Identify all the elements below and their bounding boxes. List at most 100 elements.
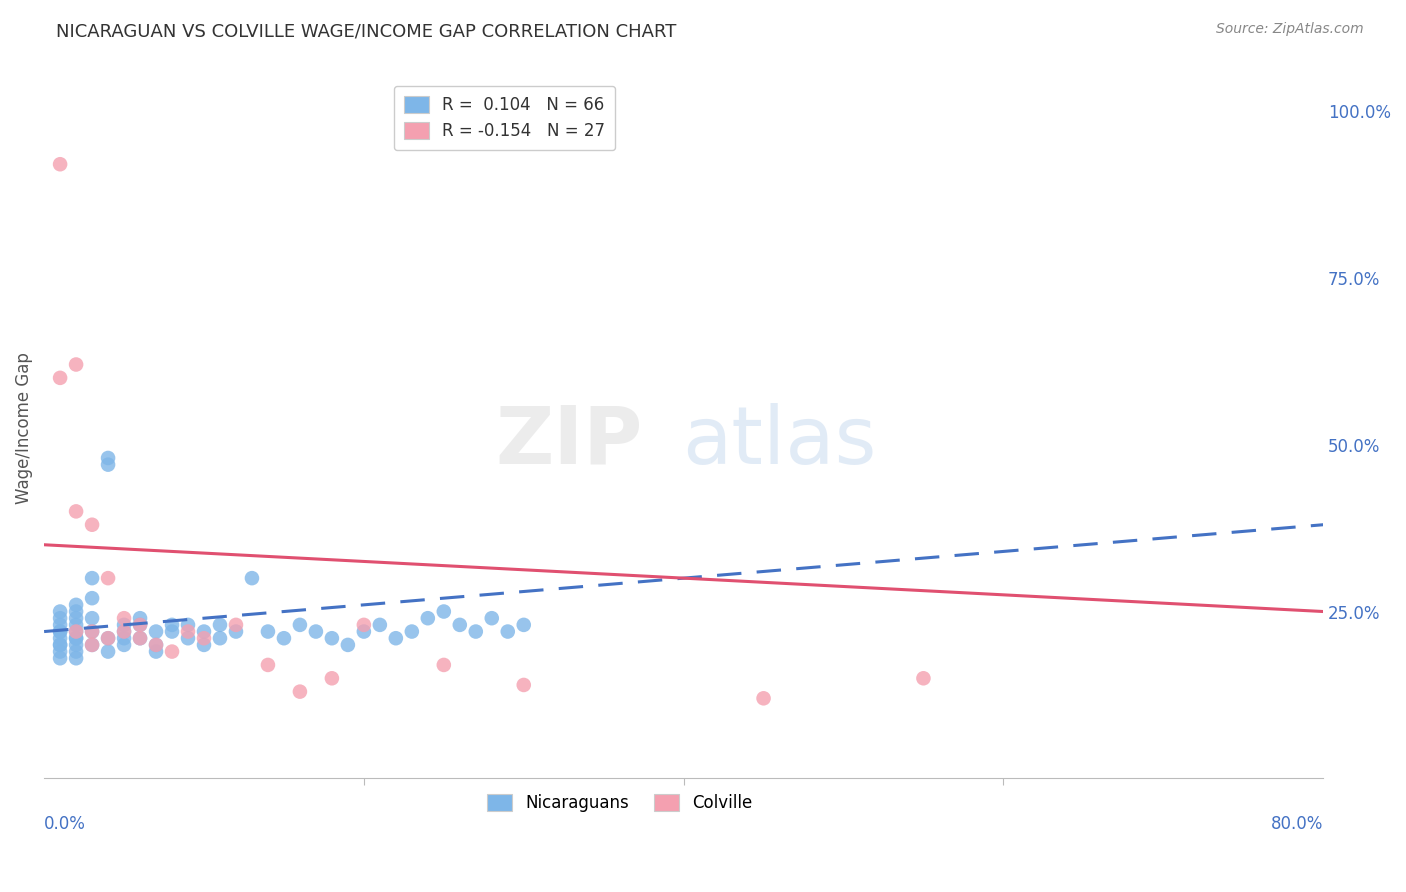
Point [65, 638, 87, 652]
Point [401, 624, 423, 639]
Point [65, 605, 87, 619]
Point [80, 638, 103, 652]
Point [433, 605, 456, 619]
Point [160, 624, 183, 639]
Point [145, 638, 167, 652]
Text: atlas: atlas [682, 403, 877, 481]
Point [49, 371, 72, 385]
Text: NICARAGUAN VS COLVILLE WAGE/INCOME GAP CORRELATION CHART: NICARAGUAN VS COLVILLE WAGE/INCOME GAP C… [56, 22, 676, 40]
Text: ZIP: ZIP [495, 403, 643, 481]
Point [752, 691, 775, 706]
Point [129, 618, 152, 632]
Point [65, 624, 87, 639]
Point [65, 358, 87, 372]
Point [49, 638, 72, 652]
Point [240, 571, 263, 585]
Point [129, 618, 152, 632]
Point [273, 632, 295, 646]
Point [49, 624, 72, 639]
Point [257, 657, 280, 672]
Point [49, 624, 72, 639]
Point [177, 624, 200, 639]
Point [97, 632, 120, 646]
Point [80, 517, 103, 532]
Point [145, 644, 167, 658]
Point [49, 611, 72, 625]
Point [97, 458, 120, 472]
Point [336, 638, 359, 652]
Point [97, 632, 120, 646]
Point [416, 611, 439, 625]
Point [177, 632, 200, 646]
Point [385, 632, 408, 646]
Point [97, 450, 120, 465]
Point [65, 504, 87, 518]
Point [49, 651, 72, 665]
Point [112, 638, 135, 652]
Point [129, 632, 152, 646]
Point [177, 618, 200, 632]
Point [80, 591, 103, 606]
Point [65, 611, 87, 625]
Point [65, 651, 87, 665]
Point [208, 618, 231, 632]
Point [193, 638, 215, 652]
Point [496, 624, 519, 639]
Point [353, 624, 375, 639]
Point [449, 618, 471, 632]
Point [65, 598, 87, 612]
Point [97, 571, 120, 585]
Legend: Nicaraguans, Colville: Nicaraguans, Colville [481, 788, 759, 819]
Point [80, 638, 103, 652]
Point [65, 624, 87, 639]
Point [912, 671, 935, 685]
Point [145, 638, 167, 652]
Point [112, 624, 135, 639]
Point [112, 624, 135, 639]
Point [225, 618, 247, 632]
Point [321, 632, 343, 646]
Point [49, 638, 72, 652]
Point [129, 632, 152, 646]
Point [112, 618, 135, 632]
Point [112, 611, 135, 625]
Point [160, 618, 183, 632]
Point [49, 618, 72, 632]
Point [353, 618, 375, 632]
Point [65, 644, 87, 658]
Y-axis label: Wage/Income Gap: Wage/Income Gap [15, 352, 32, 504]
Text: Source: ZipAtlas.com: Source: ZipAtlas.com [1216, 22, 1364, 37]
Point [288, 684, 311, 698]
Point [481, 611, 503, 625]
Point [433, 657, 456, 672]
Text: 0.0%: 0.0% [44, 815, 86, 833]
Point [513, 618, 536, 632]
Point [368, 618, 391, 632]
Point [65, 618, 87, 632]
Point [305, 624, 328, 639]
Point [321, 671, 343, 685]
Point [112, 632, 135, 646]
Point [80, 624, 103, 639]
Point [80, 571, 103, 585]
Point [49, 632, 72, 646]
Point [225, 624, 247, 639]
Point [49, 157, 72, 171]
Point [208, 632, 231, 646]
Point [513, 678, 536, 692]
Point [464, 624, 486, 639]
Point [193, 624, 215, 639]
Point [193, 632, 215, 646]
Point [49, 644, 72, 658]
Point [288, 618, 311, 632]
Point [97, 644, 120, 658]
Text: 80.0%: 80.0% [1271, 815, 1323, 833]
Point [65, 632, 87, 646]
Point [80, 611, 103, 625]
Point [145, 624, 167, 639]
Point [80, 624, 103, 639]
Point [65, 632, 87, 646]
Point [160, 644, 183, 658]
Point [129, 611, 152, 625]
Point [257, 624, 280, 639]
